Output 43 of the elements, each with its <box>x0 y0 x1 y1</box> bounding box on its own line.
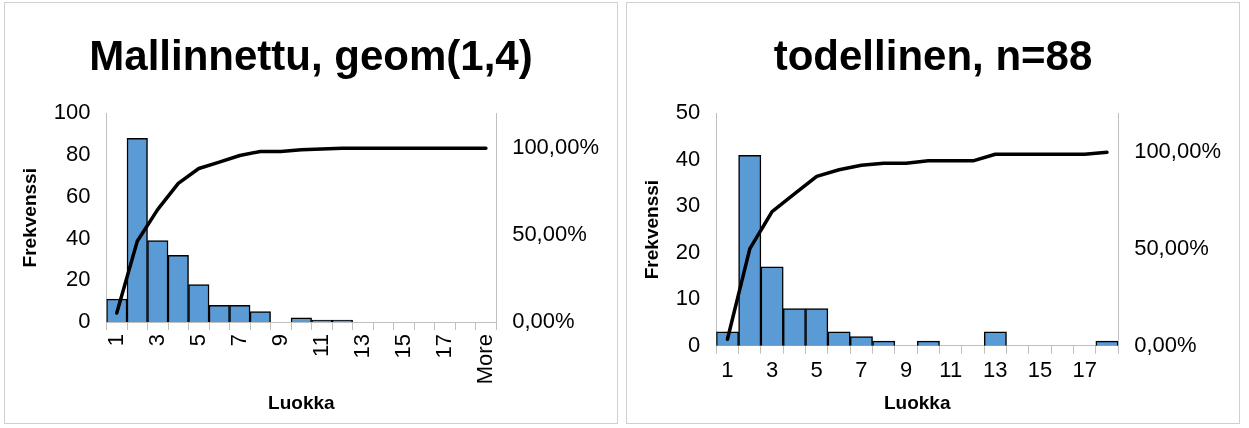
x-tick-label: More <box>471 334 497 385</box>
x-tick-label: 5 <box>810 357 823 383</box>
y2-tick-label: 0,00% <box>512 308 575 334</box>
y2-tick-label: 100,00% <box>512 134 600 160</box>
x-axis-title: Luokka <box>268 391 336 413</box>
x-tick-label: 7 <box>225 334 251 347</box>
y-tick-label: 50 <box>675 99 701 125</box>
y-tick-label: 40 <box>675 145 701 171</box>
chart-title: todellinen, n=88 <box>773 31 1093 79</box>
x-axis-title: Luokka <box>883 391 951 413</box>
y-tick-label: 20 <box>66 266 91 292</box>
y-axis-title: Frekvenssi <box>640 179 662 280</box>
x-tick-label: 1 <box>102 334 128 347</box>
x-tick-label: 5 <box>184 334 210 347</box>
y-tick-label: 0 <box>78 308 91 334</box>
y-tick-label: 30 <box>675 192 701 218</box>
x-tick-label: 1 <box>721 357 734 383</box>
y-axis-title: Frekvenssi <box>18 168 40 268</box>
x-tick-label: 3 <box>143 334 169 347</box>
y2-tick-label: 0,00% <box>1134 331 1197 357</box>
y-tick-label: 100 <box>53 99 91 125</box>
y-tick-label: 0 <box>688 331 701 357</box>
x-tick-label: 7 <box>855 357 868 383</box>
y2-tick-label: 50,00% <box>512 221 587 247</box>
y2-tick-label: 100,00% <box>1134 138 1222 164</box>
x-tick-label: 9 <box>266 334 292 347</box>
x-tick-label: 11 <box>939 357 963 383</box>
y-tick-label: 80 <box>66 141 91 167</box>
x-tick-label: 15 <box>1027 357 1053 383</box>
x-tick-label: 17 <box>1072 357 1097 383</box>
x-tick-label: 3 <box>765 357 779 383</box>
x-tick-label: 11 <box>307 334 333 357</box>
chart-title: Mallinnettu, geom(1,4) <box>89 31 533 79</box>
y-tick-label: 20 <box>675 238 701 264</box>
y-tick-label: 10 <box>675 285 701 311</box>
y-tick-label: 40 <box>66 224 91 250</box>
y2-tick-label: 50,00% <box>1134 235 1209 261</box>
x-tick-label: 13 <box>348 334 374 359</box>
x-tick-label: 13 <box>983 357 1008 383</box>
x-tick-label: 17 <box>430 334 456 359</box>
y-tick-label: 60 <box>66 182 91 208</box>
x-tick-label: 15 <box>389 334 415 359</box>
x-tick-label: 9 <box>899 357 913 383</box>
